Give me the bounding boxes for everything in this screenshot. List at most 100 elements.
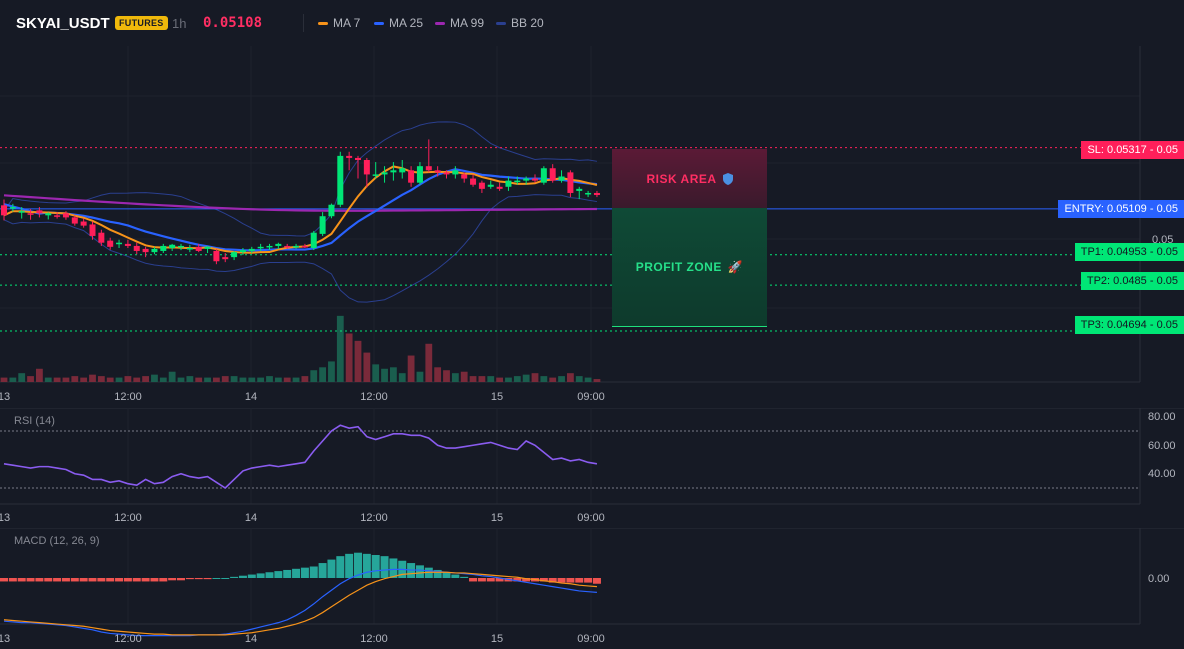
candle-body[interactable]: [319, 216, 326, 234]
candle-body[interactable]: [337, 155, 344, 205]
candle-body[interactable]: [558, 176, 565, 181]
candle-body[interactable]: [231, 252, 238, 258]
symbol-title[interactable]: SKYAI_USDT: [16, 15, 110, 32]
volume-bar: [142, 376, 149, 382]
candle-body[interactable]: [62, 213, 69, 218]
candle-body[interactable]: [9, 207, 16, 209]
volume-bar: [133, 377, 141, 382]
candle-body[interactable]: [284, 245, 291, 248]
macd-histogram-bar: [221, 578, 230, 579]
candle-body[interactable]: [372, 174, 379, 176]
candle-body[interactable]: [478, 182, 485, 189]
candle-body[interactable]: [470, 178, 477, 185]
candle-body[interactable]: [178, 245, 184, 248]
candle-body[interactable]: [381, 172, 388, 175]
price-panel[interactable]: 13 12:00 14 12:00 15 09:00 0.05 RISK AREA PRO…: [0, 46, 1184, 408]
candles[interactable]: [1, 139, 600, 265]
candle-body[interactable]: [434, 170, 441, 173]
candle-body[interactable]: [567, 172, 574, 193]
candle-body[interactable]: [514, 180, 521, 183]
candle-body[interactable]: [496, 186, 503, 189]
rsi-chart-svg[interactable]: 80.00 60.00 40.00 13 12:00 14 12:00 15 09:00: [0, 408, 1184, 528]
tp2-price-label[interactable]: TP2: 0.0485 - 0.05: [1080, 272, 1184, 290]
candle-body[interactable]: [540, 168, 547, 183]
legend-bb20[interactable]: BB 20: [496, 16, 544, 30]
candle-body[interactable]: [452, 170, 459, 175]
volume-bar: [36, 368, 43, 382]
price-chart-svg[interactable]: 13 12:00 14 12:00 15 09:00 0.05: [0, 46, 1184, 408]
candle-body[interactable]: [248, 248, 255, 251]
macd-title[interactable]: MACD (12, 26, 9): [14, 535, 100, 547]
entry-price-label[interactable]: ENTRY: 0.05109 - 0.05: [1058, 200, 1184, 218]
macd-histogram-bar: [309, 566, 318, 578]
candle-body[interactable]: [124, 243, 131, 246]
candle-body[interactable]: [487, 184, 494, 187]
candle-body[interactable]: [18, 211, 25, 213]
candle-body[interactable]: [151, 248, 158, 253]
macd-histogram-bar: [486, 578, 495, 582]
candle-body[interactable]: [186, 248, 193, 250]
legend-ma25[interactable]: MA 25: [374, 16, 423, 30]
candle-body[interactable]: [310, 232, 317, 249]
candle-body[interactable]: [416, 166, 423, 183]
candle-body[interactable]: [328, 204, 335, 217]
candle-body[interactable]: [593, 192, 600, 196]
candle-body[interactable]: [142, 248, 149, 253]
candle-body[interactable]: [160, 245, 167, 251]
candle-body[interactable]: [239, 250, 246, 253]
timeframe-label[interactable]: 1h: [172, 16, 187, 31]
candle-body[interactable]: [27, 213, 34, 215]
macd-chart-svg[interactable]: 0.00 13 12:00 14 12:00 15 09:00: [0, 528, 1184, 649]
candle-body[interactable]: [45, 213, 52, 216]
candle-body[interactable]: [576, 188, 583, 191]
candle-body[interactable]: [363, 160, 370, 175]
rsi-title[interactable]: RSI (14): [14, 415, 55, 427]
candle-body[interactable]: [399, 168, 406, 173]
volume-bar: [159, 377, 167, 382]
macd-histogram-bar: [106, 578, 115, 582]
legend-ma99-label: MA 99: [450, 16, 485, 30]
candle-body[interactable]: [443, 172, 450, 175]
candle-body[interactable]: [213, 250, 220, 262]
legend-ma99[interactable]: MA 99: [435, 16, 484, 30]
candle-body[interactable]: [116, 242, 123, 245]
time-tick: 12:00: [114, 512, 142, 524]
candle-body[interactable]: [204, 246, 211, 249]
sl-price-label[interactable]: SL: 0.05317 - 0.05: [1081, 141, 1184, 159]
candle-body[interactable]: [195, 246, 202, 251]
candle-body[interactable]: [549, 168, 556, 181]
candle-body[interactable]: [461, 174, 468, 179]
candle-body[interactable]: [1, 205, 7, 216]
candle-body[interactable]: [293, 245, 300, 248]
candle-body[interactable]: [54, 215, 61, 217]
candle-body[interactable]: [532, 178, 538, 181]
candle-body[interactable]: [80, 221, 87, 226]
candle-body[interactable]: [98, 232, 105, 243]
candle-body[interactable]: [89, 224, 96, 236]
candle-body[interactable]: [107, 240, 114, 247]
candle-body[interactable]: [523, 178, 530, 181]
candle-body[interactable]: [585, 192, 592, 195]
candle-body[interactable]: [36, 210, 43, 214]
tp1-price-label[interactable]: TP1: 0.04953 - 0.05: [1074, 243, 1184, 261]
candle-body[interactable]: [346, 155, 353, 158]
candle-body[interactable]: [425, 166, 432, 171]
candle-body[interactable]: [505, 180, 512, 187]
candle-body[interactable]: [275, 243, 282, 246]
candle-body[interactable]: [301, 245, 308, 248]
legend-ma7[interactable]: MA 7: [318, 16, 360, 30]
candle-body[interactable]: [257, 246, 264, 249]
rsi-panel[interactable]: 80.00 60.00 40.00 13 12:00 14 12:00 15 09:00 …: [0, 408, 1184, 528]
candle-body[interactable]: [355, 157, 361, 161]
macd-histogram-bar: [371, 555, 380, 578]
candle-body[interactable]: [133, 245, 140, 251]
volume-bar: [115, 377, 123, 382]
tp3-price-label[interactable]: TP3: 0.04694 - 0.05: [1074, 316, 1184, 334]
candle-body[interactable]: [169, 244, 176, 249]
candle-body[interactable]: [408, 170, 415, 183]
candle-body[interactable]: [390, 170, 397, 173]
macd-panel[interactable]: 0.00 13 12:00 14 12:00 15 09:00 MACD (12, 26,…: [0, 528, 1184, 649]
candle-body[interactable]: [266, 245, 273, 248]
candle-body[interactable]: [222, 257, 229, 260]
candle-body[interactable]: [71, 217, 78, 224]
